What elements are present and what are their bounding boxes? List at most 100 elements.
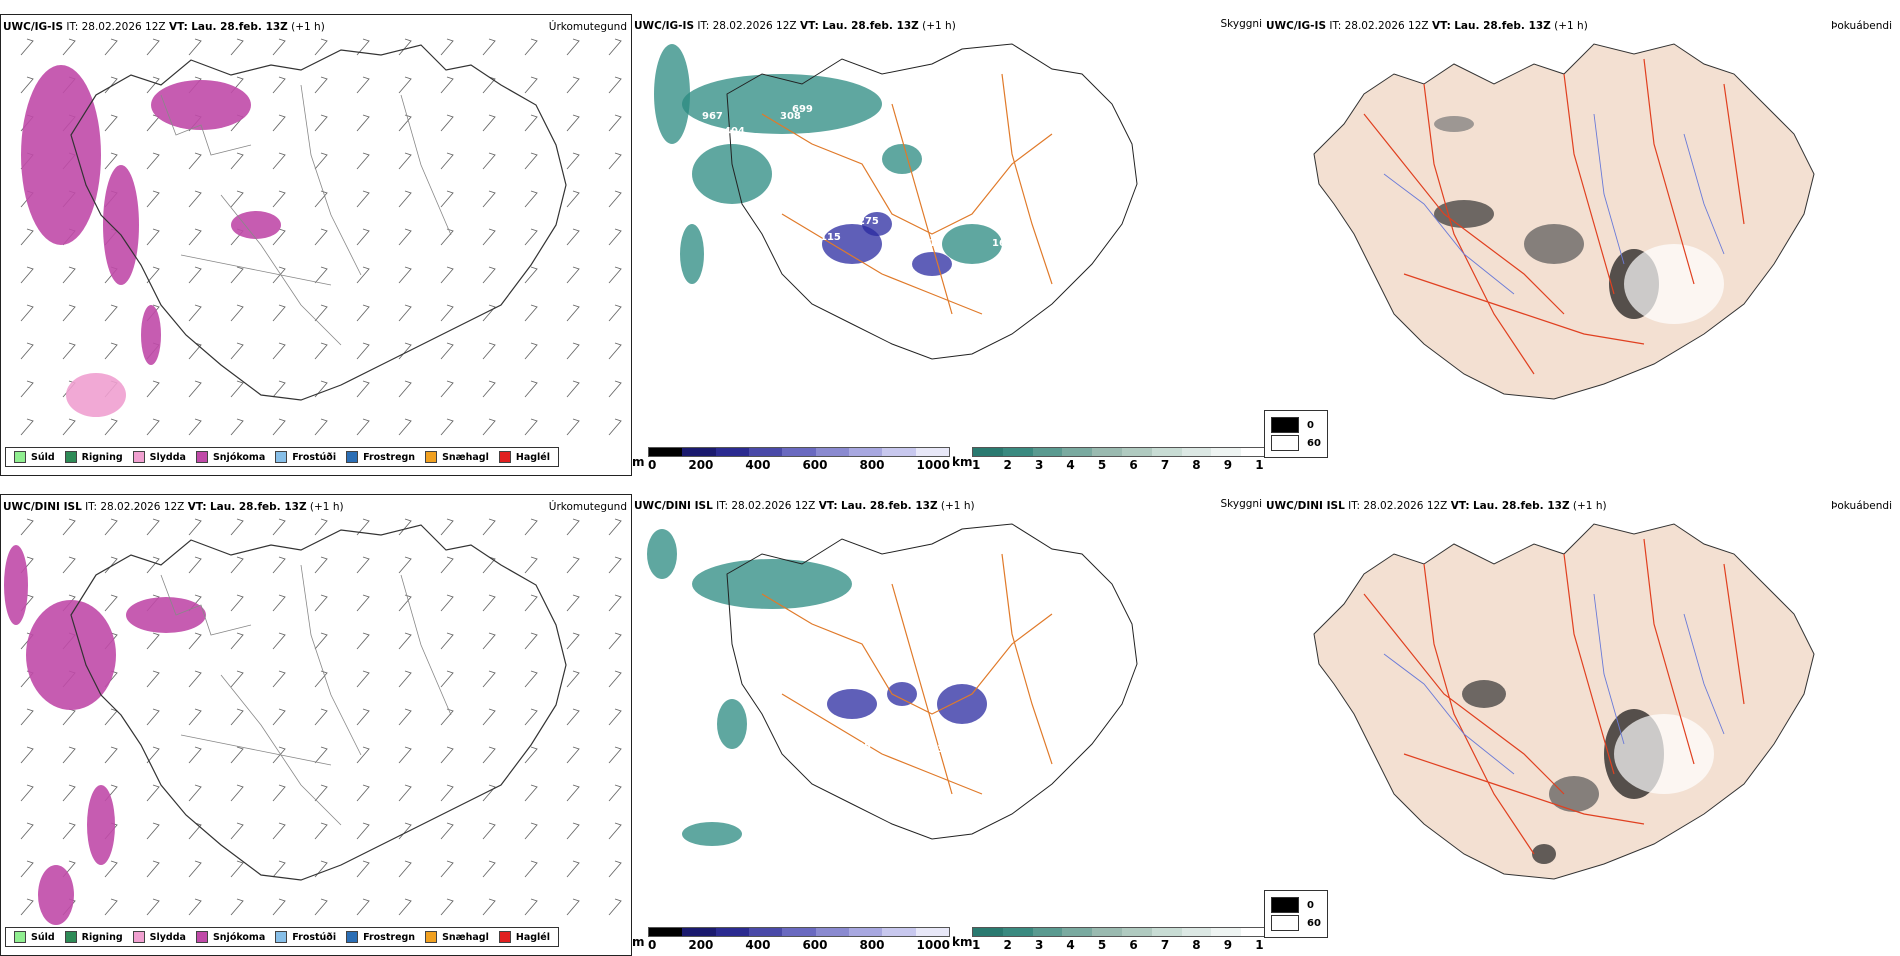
visibility-area	[692, 559, 852, 609]
wind-barb	[146, 114, 160, 132]
wind-barb	[482, 114, 496, 132]
wind-barb	[62, 38, 76, 56]
precip-area	[21, 65, 101, 245]
scale-tick: 0	[648, 938, 657, 952]
precip-area	[126, 597, 206, 633]
cloud-base-label: 699	[792, 104, 813, 115]
wind-barb	[230, 746, 244, 764]
wind-barb	[230, 670, 244, 688]
wind-barb	[146, 190, 160, 208]
wind-barb	[482, 670, 496, 688]
fog-index-panel-bottom: UWC/DINI ISL IT: 28.02.2026 12Z VT: Lau.…	[1264, 494, 1896, 956]
wind-barb	[482, 784, 496, 802]
wind-barb	[272, 418, 286, 436]
wind-barb	[566, 594, 580, 612]
visibility-title-bottom: Skyggni	[1220, 498, 1263, 510]
fog-area	[1524, 224, 1584, 264]
precip-area	[26, 600, 116, 710]
scale-tick: 800	[859, 938, 885, 952]
wind-barb	[356, 380, 370, 398]
scale-tick: 7	[1160, 938, 1170, 952]
wind-barb	[272, 152, 286, 170]
cloud-base-label: 165	[992, 238, 1013, 249]
wind-barb	[314, 670, 328, 688]
wind-barb	[62, 708, 76, 726]
legend-item: Haglél	[498, 451, 550, 463]
wind-barb	[440, 38, 454, 56]
wind-barb	[608, 822, 622, 840]
wind-barb	[398, 518, 412, 536]
wind-barb	[62, 746, 76, 764]
wind-barb	[20, 228, 34, 246]
wind-barb	[524, 860, 538, 878]
wind-barb	[272, 784, 286, 802]
scale-tick: 800	[859, 458, 885, 472]
wind-barb	[440, 152, 454, 170]
precip-title-bottom: Úrkomutegund	[548, 501, 627, 513]
wind-barb	[104, 708, 118, 726]
wind-barb	[272, 632, 286, 650]
wind-barb	[272, 708, 286, 726]
wind-barb	[440, 746, 454, 764]
fog-area	[1624, 244, 1724, 324]
wind-barb	[398, 898, 412, 916]
wind-barb	[20, 708, 34, 726]
wind-barb	[356, 784, 370, 802]
wind-barb	[230, 518, 244, 536]
wind-barb	[356, 860, 370, 878]
wind-barb	[104, 746, 118, 764]
legend-item: Súld	[14, 931, 55, 943]
precip-area	[103, 165, 139, 285]
wind-barb	[188, 784, 202, 802]
wind-barb	[188, 708, 202, 726]
wind-barb	[608, 342, 622, 360]
wind-barb	[566, 860, 580, 878]
wind-barb	[440, 114, 454, 132]
wind-barb	[230, 556, 244, 574]
wind-barb	[566, 152, 580, 170]
precip-area	[38, 865, 74, 925]
wind-barb	[188, 342, 202, 360]
wind-barb	[104, 518, 118, 536]
wind-barb	[62, 342, 76, 360]
wind-barb	[146, 822, 160, 840]
wind-barb	[356, 342, 370, 360]
wind-barb	[314, 860, 328, 878]
wind-barb	[188, 670, 202, 688]
wind-barb	[188, 632, 202, 650]
wind-barb	[566, 898, 580, 916]
wind-barb	[566, 518, 580, 536]
scale-tick: 8	[1192, 938, 1201, 952]
scale-tick: 10	[1255, 938, 1264, 952]
wind-barb	[188, 304, 202, 322]
visibility-panel-top: 275 115 109 308 699 967 404 331 165 305 221 UWC/IG…	[632, 14, 1264, 476]
legend-item: Frostregn	[346, 931, 415, 943]
visibility-area	[682, 74, 882, 134]
wind-barb	[608, 114, 622, 132]
wind-barb	[398, 38, 412, 56]
wind-barb	[314, 632, 328, 650]
wind-barb	[524, 190, 538, 208]
visibility-title-top: Skyggni	[1220, 18, 1263, 30]
visibility-area	[912, 252, 952, 276]
wind-barb	[524, 380, 538, 398]
wind-barb	[230, 784, 244, 802]
cloud-base-label: 138	[930, 744, 951, 755]
scale-tick: 6	[1129, 458, 1138, 472]
wind-barb	[230, 266, 244, 284]
wind-barb	[398, 632, 412, 650]
wind-barb	[524, 518, 538, 536]
legend-item: Snæhagl	[425, 451, 489, 463]
wind-barb	[188, 822, 202, 840]
scale-tick: 200	[688, 938, 714, 952]
wind-barb	[566, 632, 580, 650]
wind-barb	[482, 746, 496, 764]
wind-barb	[524, 746, 538, 764]
wind-barb	[314, 556, 328, 574]
wind-barb	[314, 594, 328, 612]
wind-barb	[314, 114, 328, 132]
wind-barb	[230, 152, 244, 170]
wind-barb	[356, 38, 370, 56]
wind-barb	[566, 228, 580, 246]
wind-barb	[356, 556, 370, 574]
